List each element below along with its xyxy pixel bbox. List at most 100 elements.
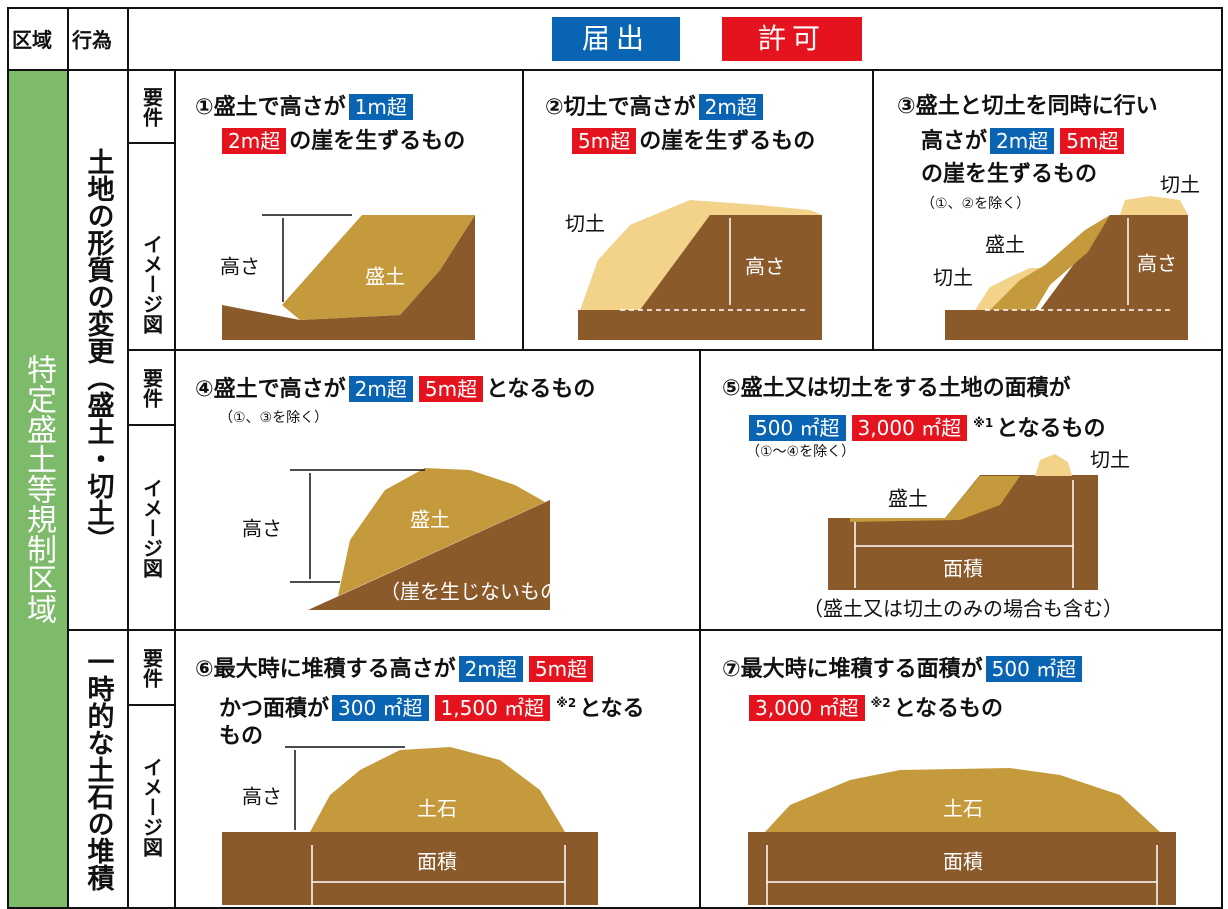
action-header: 行為 (72, 28, 112, 52)
threshold-badge: 2m超 (222, 128, 287, 154)
threshold-badge: 5m超 (528, 656, 594, 682)
requirement-line: ⑦最大時に堆積する面積が 500 ㎡超 (722, 652, 1085, 686)
requirement-box: ④盛土で高さが 2m超 5m超 となるもの （①、③を除く） (195, 372, 595, 430)
threshold-badge: 500 ㎡超 (985, 656, 1083, 682)
requirement-line: ⑥最大時に堆積する高さが 2m超 5m超 (195, 652, 645, 686)
image-caption: 高さ (242, 516, 282, 541)
requirement-text: 高さが (921, 129, 988, 154)
threshold-badge: 1m超 (348, 94, 413, 120)
requirement-line: ①盛土で高さが 1m超 (195, 90, 465, 124)
footnote-mark: ※2 (556, 696, 577, 710)
requirement-line: 高さが 2m超 5m超 (897, 124, 1158, 158)
requirement-text: ③盛土と切土を同時に行い (897, 94, 1158, 119)
image-caption: 盛土 (888, 486, 928, 511)
image-caption: 盛土 (365, 264, 405, 289)
requirement-label: 要件 (139, 86, 164, 127)
requirement-text: の崖を生ずるもの (289, 129, 466, 154)
requirement-label: 要件 (139, 647, 164, 688)
image-caption: （盛土又は切土のみの場合も含む） (803, 596, 1123, 621)
requirement-line: ⑤盛土又は切土をする土地の面積が (722, 372, 1106, 406)
image-caption: 土石 (943, 796, 983, 821)
requirement-box: ⑤盛土又は切土をする土地の面積が 500 ㎡超 3,000 ㎡超 ※1 となるもの （①～… (722, 372, 1106, 464)
requirement-line: の崖を生ずるもの (897, 158, 1158, 192)
image-caption: 面積 (417, 849, 457, 874)
image-caption: 土石 (417, 796, 457, 821)
threshold-badge: 500 ㎡超 (749, 415, 846, 442)
requirement-box: ②切土で高さが 2m超 5m超 の崖を生ずるもの (545, 90, 815, 158)
threshold-badge: 300 ㎡超 (332, 695, 429, 722)
threshold-badge: 2m超 (698, 94, 763, 120)
requirement-line: 3,000 ㎡超 ※2 となるもの (722, 686, 1085, 722)
requirement-text: ④盛土で高さが (195, 377, 346, 402)
exclusion-note: （①～④を除く） (746, 444, 856, 460)
requirement-line: 500 ㎡超 3,000 ㎡超 ※1 となるもの (722, 406, 1106, 442)
image-caption: 切土 (565, 211, 605, 236)
requirement-text: ⑤盛土又は切土をする土地の面積が (722, 376, 1071, 401)
threshold-badge: 2m超 (348, 376, 413, 402)
requirement-line: 2m超 の崖を生ずるもの (195, 124, 465, 158)
requirement-line: ④盛土で高さが 2m超 5m超 となるもの (195, 372, 595, 406)
image-caption: 高さ (220, 254, 260, 279)
requirement-box: ⑥最大時に堆積する高さが 2m超 5m超かつ面積が 300 ㎡超 1,500 ㎡超 ※2 と… (195, 652, 645, 754)
threshold-badge: 5m超 (418, 376, 484, 402)
image-label: イメージ図 (139, 477, 164, 578)
threshold-badge: 3,000 ㎡超 (851, 415, 968, 442)
legend-label: 許可 (757, 22, 826, 55)
requirement-line: ②切土で高さが 2m超 (545, 90, 815, 124)
image-caption: 盛土 (410, 507, 450, 532)
requirement-box: ⑦最大時に堆積する面積が 500 ㎡超 3,000 ㎡超 ※2 となるもの (722, 652, 1085, 722)
region-header: 区域 (12, 28, 52, 52)
image-caption: 高さ (1137, 251, 1177, 276)
requirement-text: の崖を生ずるもの (921, 162, 1098, 187)
threshold-badge: 2m超 (458, 656, 523, 682)
group-label: 一時的な土石の堆積 (82, 647, 114, 891)
requirement-label: 要件 (139, 367, 164, 408)
table-grid (7, 7, 1223, 909)
image-caption: 高さ (242, 784, 282, 809)
region-label: 特定盛土等規制区域 (21, 354, 56, 624)
requirement-text: ⑥最大時に堆積する高さが (195, 657, 456, 682)
image-caption: 面積 (943, 556, 983, 581)
exclusion-note: （①、②を除く） (921, 196, 1031, 212)
image-label: イメージ図 (139, 234, 164, 334)
group-label: 土地の形質の変更（盛土・切土） (82, 148, 114, 553)
requirement-text: となる (579, 696, 645, 722)
requirement-text: ②切土で高さが (545, 95, 696, 120)
image-label: イメージ図 (139, 756, 164, 857)
requirement-text: となるもの (996, 416, 1106, 442)
image-caption: 盛土 (985, 232, 1025, 257)
requirement-box: ①盛土で高さが 1m超 2m超 の崖を生ずるもの (195, 90, 465, 158)
image-caption: 高さ (745, 254, 785, 279)
requirement-text: ①盛土で高さが (195, 95, 346, 120)
threshold-badge: 2m超 (990, 128, 1055, 154)
legend-swatch (722, 17, 862, 61)
requirement-text: もの (219, 724, 264, 749)
requirement-line: ③盛土と切土を同時に行い (897, 90, 1158, 124)
requirement-line: かつ面積が 300 ㎡超 1,500 ㎡超 ※2 となる (195, 686, 645, 722)
region-band (9, 71, 67, 907)
threshold-badge: 5m超 (572, 128, 637, 154)
threshold-badge: 1,500 ㎡超 (434, 695, 551, 722)
legend-label: 届出 (581, 22, 650, 55)
requirement-text: となるもの (486, 377, 596, 402)
image-caption: 面積 (943, 849, 983, 874)
legend-swatch (552, 17, 680, 61)
threshold-badge: 5m超 (1060, 128, 1125, 154)
requirement-text: の崖を生ずるもの (639, 129, 816, 154)
footnote-mark: ※2 (870, 696, 891, 710)
image-caption: 切土 (933, 265, 973, 290)
requirement-line: 5m超 の崖を生ずるもの (545, 124, 815, 158)
exclusion-note: （①、③を除く） (219, 410, 329, 426)
footnote-mark: ※1 (973, 416, 994, 430)
requirement-text: ⑦最大時に堆積する面積が (722, 657, 983, 682)
threshold-badge: 3,000 ㎡超 (749, 695, 865, 722)
requirement-box: ③盛土と切土を同時に行い高さが 2m超 5m超の崖を生ずるもの （①、②を除く） (897, 90, 1158, 216)
image-caption: （崖を生じないもの） (380, 579, 580, 604)
image-caption: 切土 (1160, 172, 1200, 197)
requirement-text: となるもの (893, 696, 1003, 722)
requirement-line: もの (195, 720, 645, 754)
requirement-text: かつ面積が (219, 696, 330, 722)
illustrations (222, 196, 1188, 905)
